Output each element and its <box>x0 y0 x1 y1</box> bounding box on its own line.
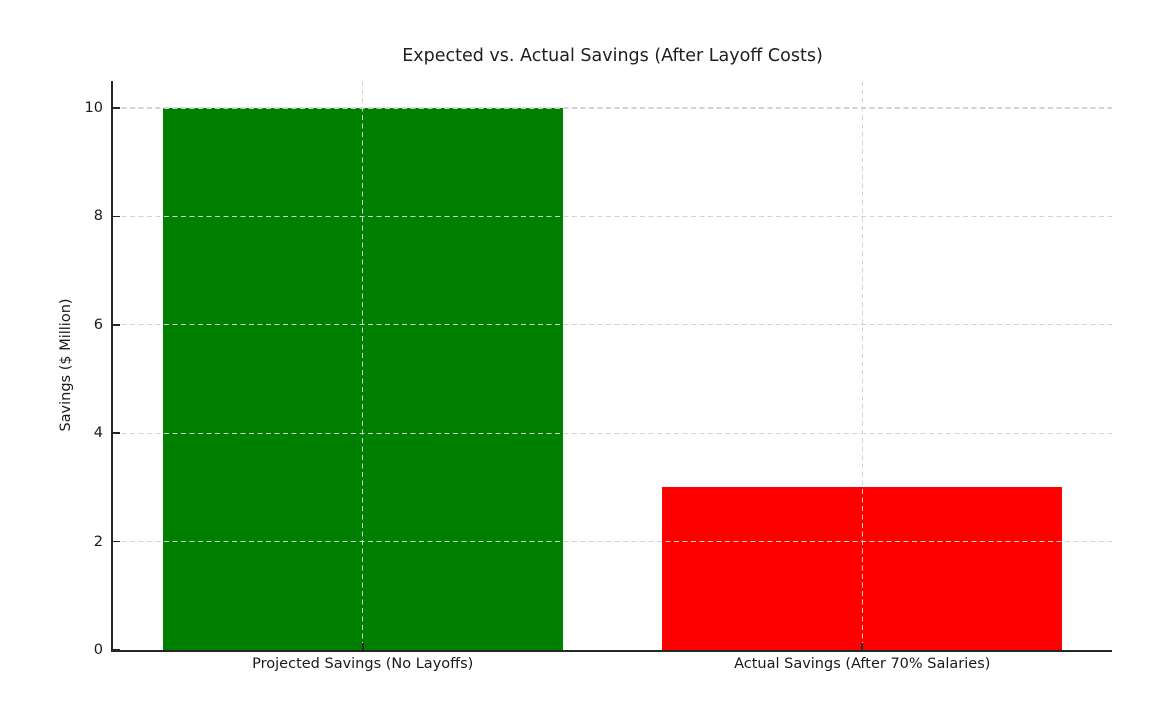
x-tick-label: Projected Savings (No Layoffs) <box>252 656 474 672</box>
y-tick-mark <box>113 215 120 218</box>
x-tick-mark <box>361 643 364 650</box>
y-tick-label: 8 <box>93 208 103 225</box>
x-axis-spine <box>111 650 1112 652</box>
tick-layer <box>113 81 1112 651</box>
y-gridline <box>113 107 1112 109</box>
x-tick-mark <box>861 643 864 650</box>
y-tick-mark <box>113 432 120 435</box>
x-tick-label: Actual Savings (After 70% Salaries) <box>734 656 991 672</box>
y-tick-mark <box>113 649 120 651</box>
y-tick-label: 2 <box>93 533 103 550</box>
x-gridline <box>362 81 364 650</box>
y-tick-mark <box>113 540 120 543</box>
y-tick-mark <box>113 324 120 326</box>
y-axis-spine <box>111 81 113 652</box>
plot-area <box>111 81 1112 652</box>
grid-layer <box>113 81 1112 650</box>
y-gridline <box>113 324 1112 326</box>
y-gridline <box>113 215 1112 218</box>
y-tick-mark <box>113 107 120 109</box>
x-gridline <box>861 81 863 650</box>
y-gridline <box>113 432 1112 434</box>
y-gridline <box>113 541 1112 543</box>
y-tick-label: 4 <box>93 425 103 442</box>
y-tick-label: 6 <box>93 316 103 333</box>
y-tick-label: 0 <box>93 642 103 658</box>
chart-title: Expected vs. Actual Savings (After Layof… <box>402 46 823 66</box>
y-tick-label: 10 <box>84 100 103 117</box>
